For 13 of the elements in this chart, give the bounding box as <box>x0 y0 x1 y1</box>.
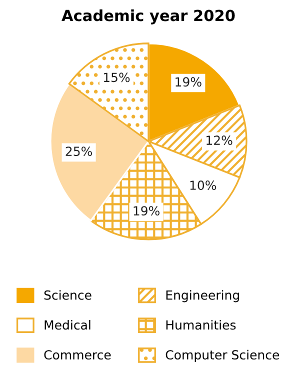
legend-label: Computer Science <box>166 350 280 362</box>
legend-label: Engineering <box>166 290 239 302</box>
data-label: 25% <box>66 146 92 156</box>
legend-label: Humanities <box>166 320 236 330</box>
data-label: 19% <box>134 206 160 216</box>
data-label: 15% <box>104 72 130 82</box>
legend-label: Commerce <box>44 350 111 360</box>
legend-label: Medical <box>44 320 90 330</box>
chart-title: Academic year 2020 <box>62 9 235 24</box>
legend-label: Science <box>44 290 92 300</box>
data-label: 10% <box>190 180 216 190</box>
data-label: 19% <box>176 77 202 87</box>
data-label: 12% <box>206 136 232 145</box>
